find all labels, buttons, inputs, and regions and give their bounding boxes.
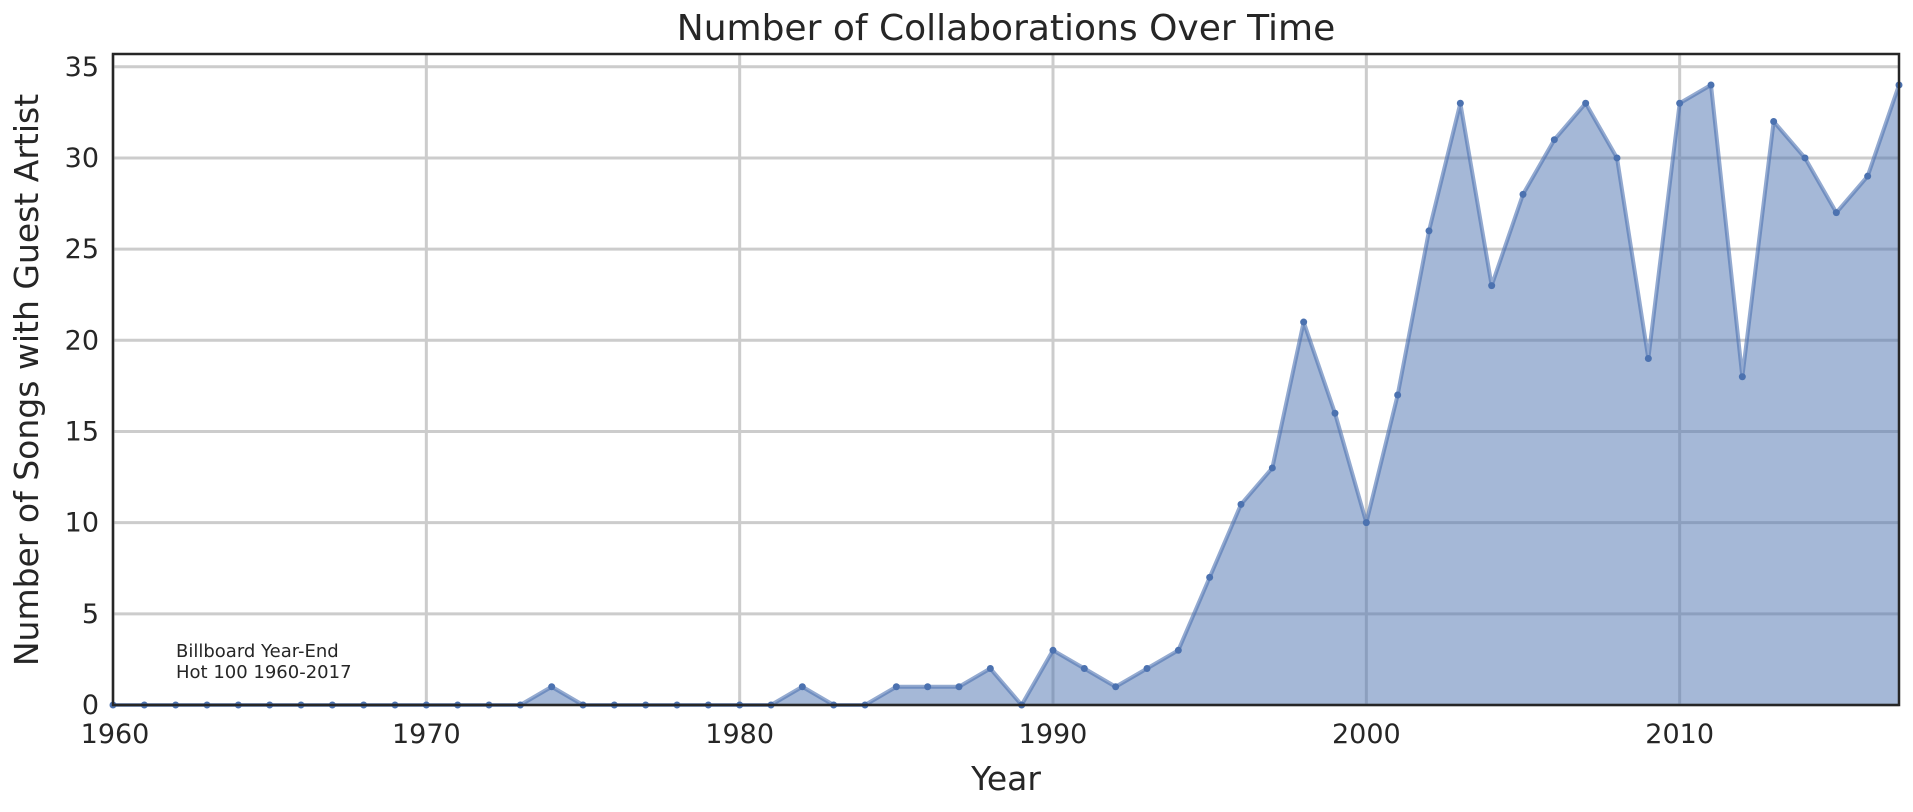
x-tick-label: 1970 bbox=[392, 719, 461, 750]
data-point bbox=[1770, 117, 1778, 125]
data-point bbox=[1864, 172, 1872, 180]
data-point bbox=[1237, 500, 1245, 508]
data-point bbox=[1049, 646, 1057, 654]
data-point bbox=[1300, 318, 1308, 326]
data-point bbox=[1707, 81, 1715, 89]
data-point bbox=[986, 665, 994, 673]
data-point bbox=[1080, 665, 1088, 673]
data-point bbox=[1550, 136, 1558, 144]
data-point bbox=[1644, 355, 1652, 363]
y-tick-label: 30 bbox=[65, 143, 99, 174]
data-point bbox=[1613, 154, 1621, 162]
x-tick-label: 1960 bbox=[81, 719, 150, 750]
x-tick-label: 1990 bbox=[1019, 719, 1088, 750]
data-point bbox=[1206, 573, 1214, 581]
data-point bbox=[1676, 99, 1684, 107]
data-point bbox=[1268, 464, 1276, 472]
x-axis-label: Year bbox=[970, 759, 1041, 798]
x-tick-labels: 1960 1970 1980 1990 2000 2010 bbox=[81, 719, 1714, 750]
data-point bbox=[798, 683, 806, 691]
x-tick-label: 2000 bbox=[1332, 719, 1401, 750]
data-point bbox=[1394, 391, 1402, 399]
x-tick-label: 1980 bbox=[705, 719, 774, 750]
data-point bbox=[1519, 190, 1527, 198]
data-point bbox=[955, 683, 963, 691]
data-point bbox=[1362, 519, 1370, 527]
annotation-line-1: Billboard Year-End bbox=[176, 641, 339, 662]
data-point bbox=[1488, 282, 1496, 290]
data-point bbox=[924, 683, 932, 691]
y-tick-label: 5 bbox=[82, 599, 99, 630]
x-tick-label: 2010 bbox=[1645, 719, 1714, 750]
series-area bbox=[113, 85, 1899, 705]
data-point bbox=[1832, 209, 1840, 217]
annotation-line-2: Hot 100 1960-2017 bbox=[176, 662, 352, 683]
data-point bbox=[1331, 409, 1339, 417]
chart-title: Number of Collaborations Over Time bbox=[677, 8, 1335, 49]
y-axis-label: Number of Songs with Guest Artist bbox=[7, 94, 46, 666]
data-point bbox=[1738, 373, 1746, 381]
plot-frame bbox=[111, 52, 1901, 707]
y-tick-label: 20 bbox=[65, 325, 99, 356]
data-point bbox=[1582, 99, 1590, 107]
y-tick-label: 10 bbox=[65, 508, 99, 539]
y-tick-label: 25 bbox=[65, 234, 99, 265]
data-point bbox=[1801, 154, 1809, 162]
y-tick-label: 0 bbox=[82, 690, 99, 721]
data-point bbox=[1143, 665, 1151, 673]
y-tick-label: 35 bbox=[65, 52, 99, 83]
data-point bbox=[548, 683, 556, 691]
y-tick-label: 15 bbox=[65, 416, 99, 447]
data-point bbox=[1456, 99, 1464, 107]
y-tick-labels: 0 5 10 15 20 25 30 35 bbox=[65, 52, 99, 721]
data-point bbox=[1425, 227, 1433, 235]
data-point bbox=[1112, 683, 1120, 691]
data-point bbox=[1174, 646, 1182, 654]
data-point bbox=[892, 683, 900, 691]
